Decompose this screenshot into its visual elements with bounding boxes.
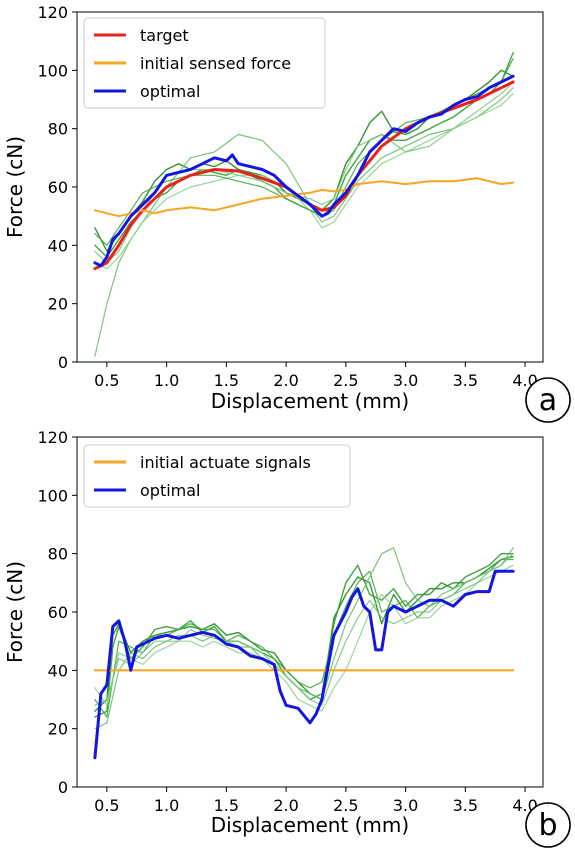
legend-box bbox=[83, 17, 326, 109]
series-line-optimal bbox=[93, 74, 515, 268]
y-tick-label: 0 bbox=[58, 778, 68, 797]
y-tick-label: 120 bbox=[37, 3, 68, 22]
y-axis-label: Force (cN) bbox=[3, 561, 27, 663]
trial-series-line-2 bbox=[94, 555, 514, 712]
legend-label: initial sensed force bbox=[140, 54, 291, 73]
y-tick-label: 120 bbox=[37, 428, 68, 447]
trial-series-line-6 bbox=[94, 93, 514, 270]
plot-area bbox=[93, 52, 515, 357]
legend: target initial sensed force optimal bbox=[83, 17, 326, 109]
legend-label: target bbox=[140, 26, 189, 45]
series-line-target bbox=[93, 80, 515, 271]
chart-panel-a: 0.5 1.0 1.5 2.0 2.5 3.0 3.5 4.0020406080100120D… bbox=[3, 3, 571, 423]
y-tick-label: 60 bbox=[48, 178, 68, 197]
y-tick-label: 80 bbox=[48, 120, 68, 139]
y-tick-label: 40 bbox=[48, 236, 68, 255]
legend-label: initial actuate signals bbox=[140, 453, 311, 472]
x-tick-label: 1.0 bbox=[154, 796, 179, 815]
x-tick-label: 3.0 bbox=[393, 371, 418, 390]
y-axis-label: Force (cN) bbox=[3, 136, 27, 238]
trial-series-line-5 bbox=[94, 547, 514, 730]
x-tick-label: 1.0 bbox=[154, 371, 179, 390]
y-tick-label: 100 bbox=[37, 486, 68, 505]
y-tick-label: 0 bbox=[58, 353, 68, 372]
x-tick-label: 2.5 bbox=[333, 371, 358, 390]
panel-label-circle bbox=[525, 377, 571, 423]
x-tick-label: 2.5 bbox=[333, 796, 358, 815]
trial-series-line-5 bbox=[94, 87, 514, 357]
legend-label: optimal bbox=[140, 82, 201, 101]
y-tick-label: 100 bbox=[37, 61, 68, 80]
legend-box bbox=[83, 444, 351, 508]
legend: initial actuate signals optimal bbox=[83, 444, 351, 508]
plot-area bbox=[93, 547, 515, 760]
x-tick-label: 0.5 bbox=[94, 371, 119, 390]
legend-label: optimal bbox=[140, 481, 201, 500]
y-tick-label: 80 bbox=[48, 545, 68, 564]
x-tick-label: 1.5 bbox=[214, 796, 239, 815]
trial-series-line-7 bbox=[94, 553, 514, 706]
y-tick-label: 60 bbox=[48, 603, 68, 622]
series-line-optimal bbox=[93, 569, 515, 760]
x-tick-label: 3.0 bbox=[393, 796, 418, 815]
panel-label-circle bbox=[525, 802, 571, 848]
panel-label: a bbox=[539, 383, 557, 418]
x-axis-label: Displacement (mm) bbox=[211, 389, 409, 413]
x-axis-label: Displacement (mm) bbox=[211, 813, 409, 837]
x-tick-label: 3.5 bbox=[453, 796, 478, 815]
x-tick-label: 3.5 bbox=[453, 371, 478, 390]
y-tick-label: 20 bbox=[48, 295, 68, 314]
trial-series-line-6 bbox=[94, 564, 514, 712]
y-tick-label: 40 bbox=[48, 661, 68, 680]
chart-panel-b: 0.5 1.0 1.5 2.0 2.5 3.0 3.5 4.0020406080100120D… bbox=[3, 428, 571, 848]
x-tick-label: 2.0 bbox=[273, 796, 298, 815]
x-tick-label: 0.5 bbox=[94, 796, 119, 815]
x-tick-label: 1.5 bbox=[214, 371, 239, 390]
panel-label: b bbox=[538, 808, 557, 843]
x-tick-label: 2.0 bbox=[273, 371, 298, 390]
y-tick-label: 20 bbox=[48, 720, 68, 739]
